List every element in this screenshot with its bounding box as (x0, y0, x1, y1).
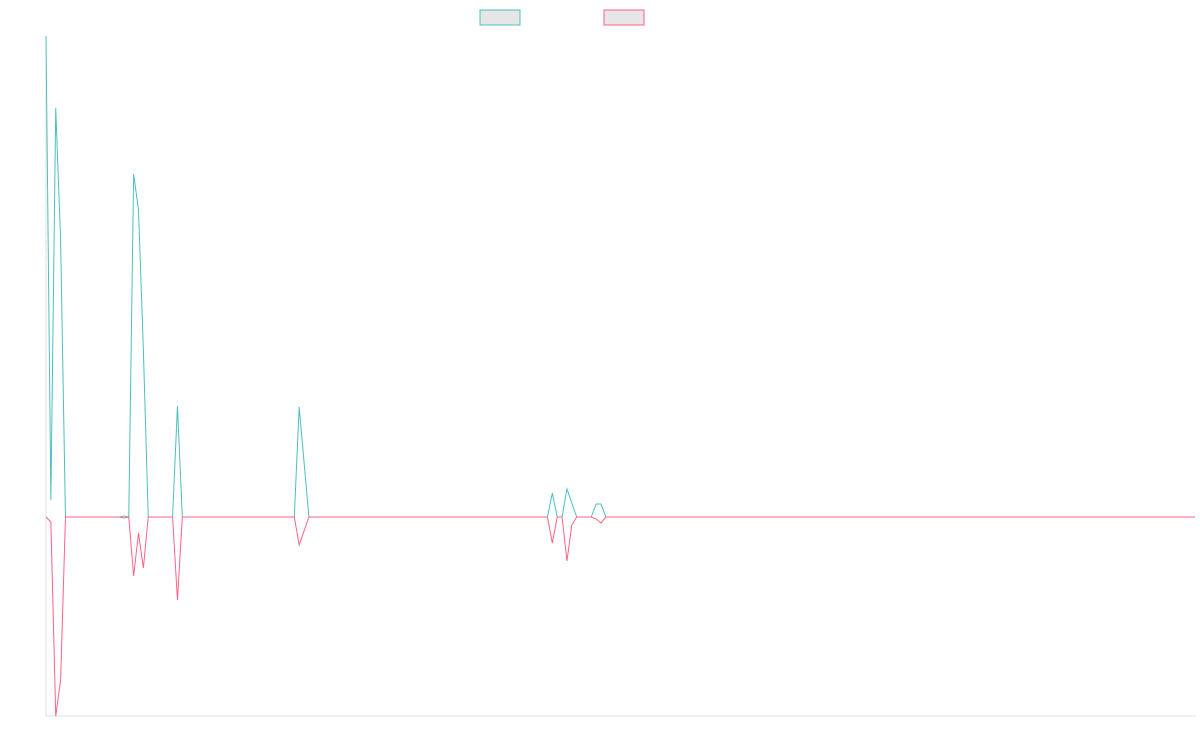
legend-swatch[interactable] (479, 9, 521, 26)
series-line (45, 35, 1195, 518)
series-line (45, 516, 1195, 717)
legend-swatch[interactable] (603, 9, 645, 26)
